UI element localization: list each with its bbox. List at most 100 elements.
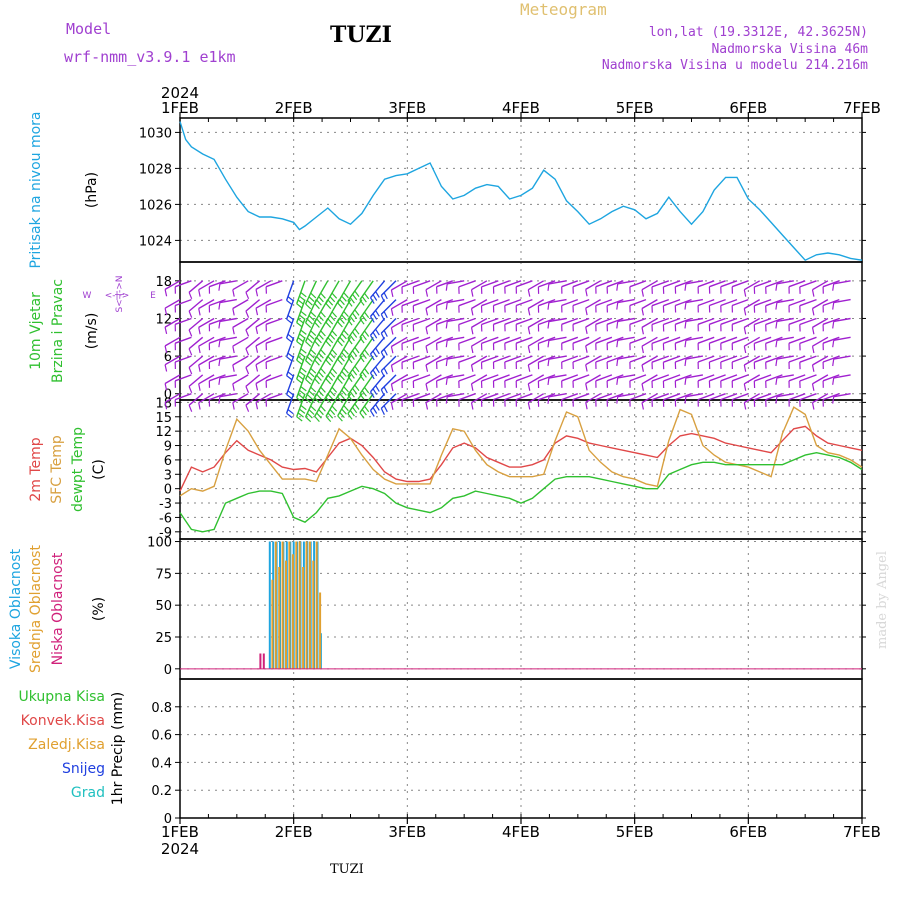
wind-barb-feather <box>164 326 168 335</box>
wind-barb-feather <box>296 322 303 328</box>
wind-barb-feather <box>341 370 347 377</box>
wind-barb-feather <box>832 321 835 329</box>
wind-barb <box>629 298 647 307</box>
wind-barb <box>347 299 363 321</box>
wind-barb <box>265 336 283 344</box>
wind-barb-feather <box>297 355 304 362</box>
wind-barb-feather <box>329 333 336 340</box>
temp-axis-title-3: (C) <box>91 459 107 480</box>
wind-barb <box>617 355 635 360</box>
wind-barb-feather <box>305 341 312 347</box>
wind-barb <box>720 317 738 325</box>
wind-barb-feather <box>318 352 324 359</box>
x-tick-label-top: 1FEB <box>161 99 199 117</box>
wind-barb <box>296 374 306 399</box>
wind-barb-feather <box>325 303 332 310</box>
wind-barb <box>833 298 851 304</box>
wind-barb-feather <box>318 390 324 397</box>
wind-barb-feather <box>327 374 334 381</box>
wind-barb <box>255 393 272 403</box>
wind-barb <box>833 280 851 285</box>
wind-barb-feather <box>343 329 349 336</box>
y-tick-label: 0.4 <box>151 756 172 771</box>
wind-barb <box>595 336 613 344</box>
wind-barb-feather <box>188 310 193 318</box>
wind-barb-feather <box>585 402 588 410</box>
wind-barb-feather <box>347 338 353 345</box>
wind-barb <box>447 355 465 360</box>
wind-barb-feather <box>354 290 360 297</box>
wind-barb-feather <box>337 302 343 309</box>
wind-barb-feather <box>308 352 315 359</box>
wind-barb <box>776 280 794 285</box>
wind-barb <box>788 355 806 363</box>
wind-barb-feather <box>527 346 531 354</box>
y-tick-label: 1030 <box>139 126 172 141</box>
wind-barb-feather <box>329 371 336 378</box>
x-tick-label-top: 5FEB <box>616 99 654 117</box>
wind-barb <box>337 374 352 398</box>
wind-barb-feather <box>218 302 221 310</box>
wind-barb-feather <box>616 340 619 348</box>
wind-barb <box>401 280 419 288</box>
wind-barb-feather <box>364 368 370 375</box>
wind-barb-feather <box>352 312 358 320</box>
wind-barb <box>629 317 647 325</box>
wind-barb <box>359 299 374 320</box>
wind-barb <box>675 374 692 382</box>
wind-barb <box>595 374 613 382</box>
wind-barb <box>314 280 329 304</box>
wind-barb <box>709 355 726 363</box>
wind-barb <box>561 336 579 344</box>
wind-barb-feather <box>305 416 312 423</box>
x-tick-label-bottom: 3FEB <box>388 823 426 841</box>
wind-barb <box>663 374 681 382</box>
wind-barb-feather <box>306 318 313 325</box>
wind-barb <box>347 318 363 339</box>
wind-barb <box>709 374 726 382</box>
wind-barb-feather <box>359 355 365 363</box>
wind-barb-feather <box>318 333 324 340</box>
wind-barb-feather <box>218 359 221 367</box>
wind-barb-feather <box>641 364 644 372</box>
wind-barb <box>413 280 431 288</box>
wind-barb <box>481 355 499 363</box>
wind-barb <box>314 318 329 342</box>
wind-barb <box>731 298 749 307</box>
wind-barb-feather <box>320 367 326 375</box>
wind-barb <box>425 317 442 329</box>
wind-barb <box>617 298 635 304</box>
wind-barb-feather <box>245 310 250 318</box>
wind-barb-feather <box>641 289 644 297</box>
wind-barb-feather <box>341 408 347 415</box>
wind-barb-feather <box>245 348 250 356</box>
wind-barb-feather <box>445 321 448 329</box>
wind-barb-feather <box>255 383 259 391</box>
temp-axis-title-1: SFC Temp <box>49 435 65 504</box>
wind-barb-feather <box>164 345 168 353</box>
wind-barb-feather <box>547 302 550 310</box>
temp-axis-title-2: dewpt Temp <box>70 427 86 512</box>
wind-barb <box>174 317 192 325</box>
wind-barb-feather <box>684 377 687 385</box>
wind-barb <box>458 317 476 326</box>
y-tick-label: -3 <box>159 497 172 512</box>
wind-barb-feather <box>325 359 332 366</box>
wind-barb <box>391 317 408 329</box>
wind-barb-feather <box>372 407 378 414</box>
wind-barb <box>731 317 749 325</box>
wind-barb <box>188 374 204 387</box>
wind-barb-feather <box>369 297 375 304</box>
wind-barb-feather <box>287 352 294 358</box>
wind-barb <box>548 355 567 360</box>
wind-barb <box>754 317 772 326</box>
wind-barb <box>347 374 363 396</box>
wind-barb <box>697 355 715 363</box>
wind-barb <box>585 374 601 385</box>
wind-barb-feather <box>218 396 221 404</box>
wind-barb-feather <box>339 374 345 381</box>
wind-barb <box>788 280 806 288</box>
wind-barb-feather <box>245 404 250 412</box>
wind-barb-feather <box>299 371 306 377</box>
wind-barb <box>314 393 329 417</box>
